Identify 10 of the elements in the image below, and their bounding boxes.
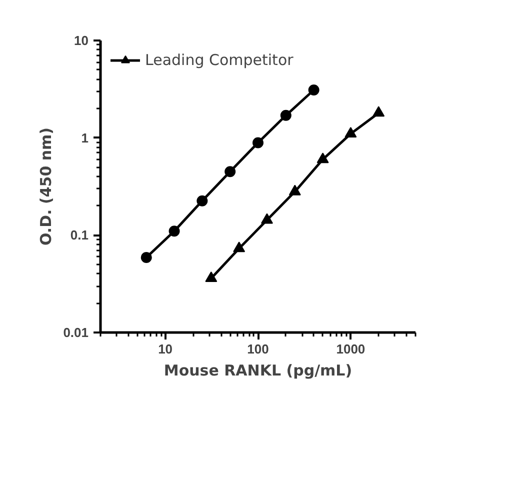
y-tick-label: 10 <box>74 33 89 48</box>
x-tick-label: 1000 <box>336 342 366 356</box>
y-axis-title: O.D. (450 nm) <box>37 127 56 246</box>
x-tick-label: 10 <box>158 342 173 356</box>
legend-label: Leading Competitor <box>145 51 294 69</box>
y-tick-label: 1 <box>81 130 89 146</box>
y-tick-label: 0.01 <box>63 325 89 340</box>
y-tick-label: 0.1 <box>70 228 89 243</box>
x-tick-label: 100 <box>247 342 269 356</box>
x-axis-title: Mouse RANKL (pg/mL) <box>164 362 352 380</box>
